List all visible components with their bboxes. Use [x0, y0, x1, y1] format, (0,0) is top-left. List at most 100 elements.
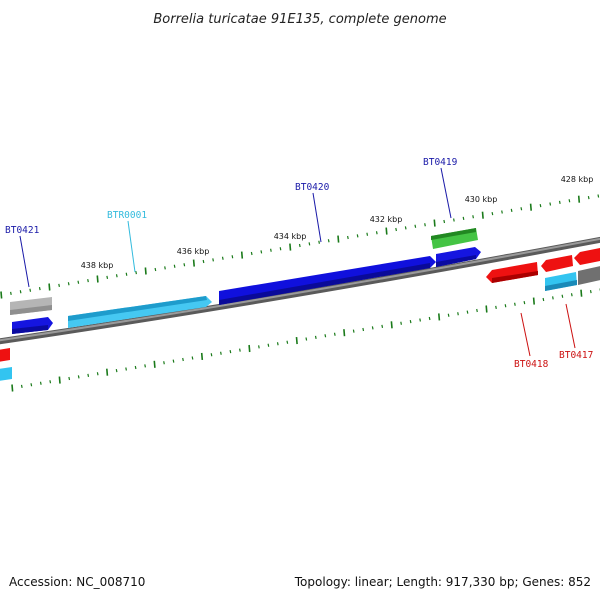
gene-block-btr0001-top — [68, 296, 207, 321]
inner-scale-tick — [371, 326, 374, 330]
outer-scale-tick — [115, 274, 118, 278]
inner-scale-tick — [561, 294, 564, 298]
gene-block-bt0420-shade — [219, 263, 430, 305]
gene-block-bt0421-pseudo-shade — [10, 305, 52, 315]
scale-label-428: 428 kbp — [561, 175, 594, 184]
gene-block-bt0418-shade — [492, 271, 538, 283]
outer-scale-tick — [356, 234, 359, 238]
inner-scale-tick — [20, 384, 23, 389]
outer-scale-tick — [577, 195, 581, 203]
outer-scale-tick — [289, 243, 292, 251]
inner-scale-tick — [96, 372, 99, 376]
inner-scale-tick — [11, 384, 14, 392]
inner-scale-tick — [106, 368, 109, 376]
outer-scale-tick — [587, 195, 590, 200]
outer-scale-tick — [501, 210, 503, 214]
outer-scale-tick — [375, 231, 378, 235]
page-title: Borrelia turicatae 91E135, complete geno… — [153, 12, 446, 27]
outer-scale-tick — [453, 218, 455, 222]
inner-scale-tick — [125, 367, 127, 371]
inner-scale-ticks — [11, 288, 600, 392]
outer-scale-tick — [77, 280, 80, 284]
label-pointers — [19, 167, 576, 357]
outer-scale-tick — [549, 202, 552, 206]
outer-scale-tick — [19, 290, 22, 294]
inner-scale-tick — [333, 332, 336, 336]
outer-scale-tick — [433, 219, 436, 227]
outer-scale-tick — [404, 226, 407, 230]
inner-scale-tick — [324, 334, 327, 338]
gene-block-left-cyan[interactable] — [0, 367, 12, 381]
genome-summary-text: Topology: linear; Length: 917,330 bp; Ge… — [294, 575, 591, 589]
outer-scale-tick — [443, 219, 446, 224]
inner-scale-tick — [314, 335, 317, 340]
outer-scale-tick — [173, 264, 176, 268]
outer-scale-ticks — [0, 194, 600, 299]
outer-scale-tick — [96, 275, 99, 283]
inner-scale-tick — [295, 337, 298, 345]
inner-scale-tick — [438, 313, 441, 321]
inner-scale-tick — [286, 340, 289, 344]
gene-block-reverse-edge[interactable] — [574, 247, 600, 265]
gene-block-left-red[interactable] — [0, 348, 10, 362]
pointer-bt0421 — [19, 235, 30, 288]
gene-block-dark-edge[interactable] — [578, 265, 600, 285]
inner-scale-tick — [172, 359, 175, 363]
inner-scale-tick — [200, 352, 204, 360]
outer-scale-tick — [539, 203, 542, 208]
inner-scale-tick — [390, 321, 393, 329]
gene-label-btr0001[interactable]: BTR0001 — [107, 210, 147, 221]
inner-scale-tick — [87, 373, 90, 378]
outer-scale-tick — [250, 251, 253, 256]
inner-scale-tick — [343, 329, 346, 337]
outer-scale-tick — [231, 255, 234, 259]
inner-scale-tick — [514, 302, 516, 306]
inner-scale-tick — [305, 337, 308, 341]
gene-label-bt0421[interactable]: BT0421 — [5, 225, 40, 236]
outer-scale-tick — [481, 211, 484, 219]
gene-label-bt0419[interactable]: BT0419 — [423, 157, 458, 168]
inner-scale-tick — [229, 349, 232, 354]
inner-scale-tick — [457, 312, 459, 316]
inner-scale-tick — [191, 356, 194, 360]
scale-label-436: 436 kbp — [177, 247, 210, 256]
outer-scale-tick — [125, 272, 128, 276]
outer-scale-tick — [10, 291, 12, 296]
gene-block-bt0421-shade — [12, 325, 48, 334]
outer-scale-tick — [597, 194, 600, 198]
outer-scale-tick — [568, 199, 571, 203]
gene-features — [0, 228, 600, 381]
inner-scale-tick — [419, 318, 421, 322]
gene-label-bt0417[interactable]: BT0417 — [559, 350, 593, 361]
inner-scale-tick — [428, 316, 431, 321]
gene-label-bt0420[interactable]: BT0420 — [295, 182, 330, 193]
inner-scale-tick — [153, 360, 156, 368]
inner-scale-tick — [381, 324, 384, 329]
outer-scale-tick — [58, 283, 60, 288]
scale-label-434: 434 kbp — [274, 232, 307, 241]
outer-scale-tick — [240, 251, 244, 259]
inner-scale-tick — [532, 297, 535, 305]
inner-scale-tick — [144, 364, 146, 368]
outer-scale-tick — [279, 247, 282, 251]
outer-scale-tick — [327, 239, 330, 243]
inner-scale-tick — [258, 345, 260, 349]
inner-scale-tick — [276, 342, 279, 346]
outer-scale-tick — [366, 232, 369, 236]
outer-scale-tick — [462, 216, 465, 221]
inner-scale-tick — [495, 305, 497, 310]
gene-label-bt0418[interactable]: BT0418 — [514, 359, 549, 370]
inner-scale-tick — [580, 289, 583, 297]
gene-block-reverse-small[interactable] — [541, 255, 573, 272]
pointer-btr0001 — [127, 220, 136, 273]
scale-label-432: 432 kbp — [370, 215, 403, 224]
pointer-bt0418 — [520, 312, 531, 357]
outer-scale-tick — [347, 235, 349, 240]
inner-scale-tick — [400, 321, 402, 325]
inner-scale-tick — [523, 300, 526, 305]
outer-scale-tick — [472, 215, 474, 219]
outer-scale-tick — [337, 235, 340, 243]
gene-labels: BT0421 BTR0001 BT0420 BT0419 BT0418 BT04… — [5, 157, 593, 370]
outer-scale-tick — [87, 278, 89, 283]
outer-scale-tick — [298, 243, 301, 248]
